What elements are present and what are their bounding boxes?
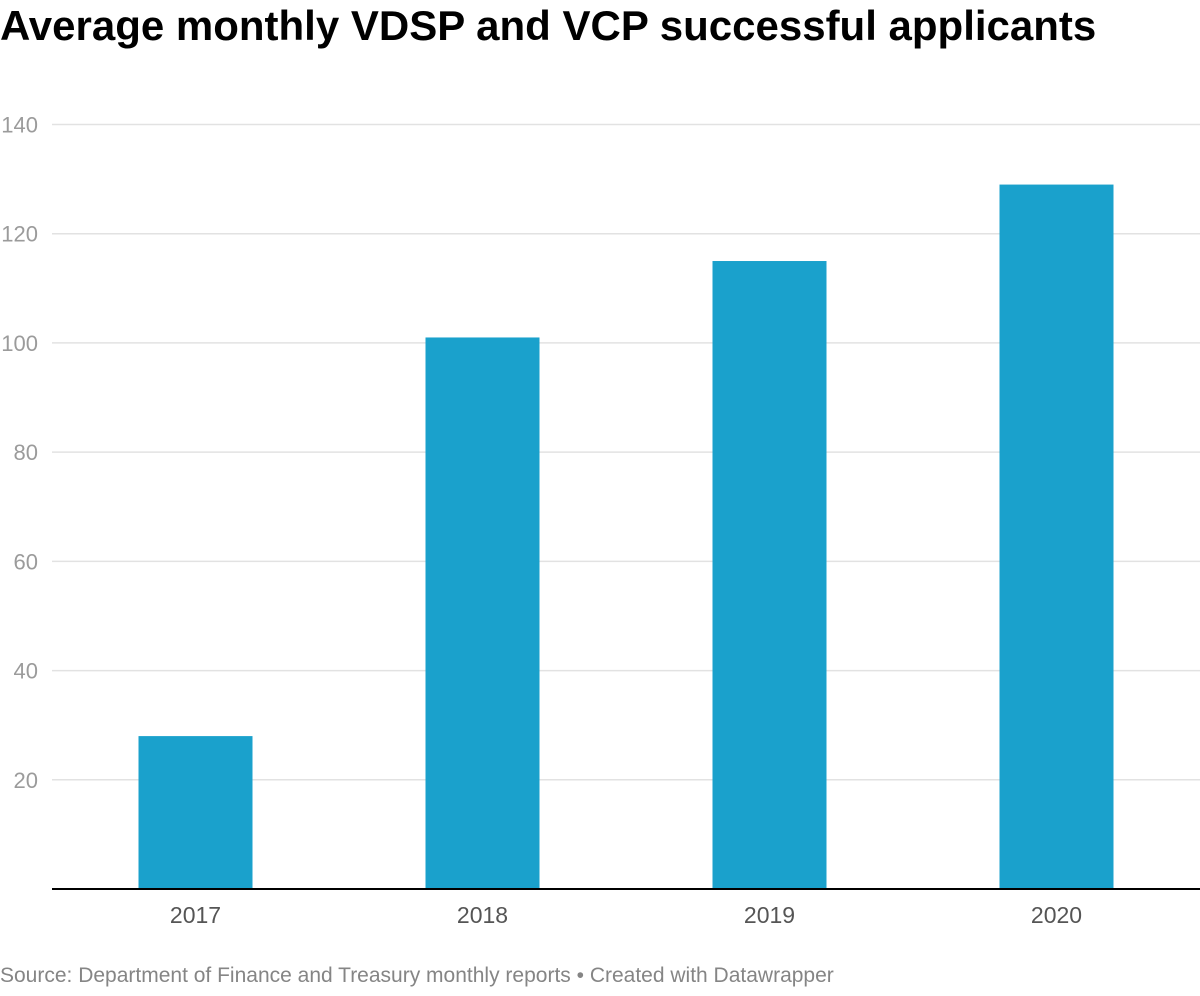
bar-2020: [999, 184, 1114, 889]
y-tick-label-80: 80: [14, 440, 38, 465]
chart-footer: Source: Department of Finance and Treasu…: [0, 964, 834, 988]
chart-title: Average monthly VDSP and VCP successful …: [0, 2, 1097, 49]
y-axis-tick-labels: 20 40 60 80 100 120 140: [1, 113, 38, 793]
source-note: Source: Department of Finance and Treasu…: [0, 964, 571, 987]
x-tick-label-2020: 2020: [1031, 902, 1082, 928]
x-axis-tick-labels: 2017 2018 2019 2020: [170, 902, 1082, 928]
y-tick-label-40: 40: [14, 659, 38, 684]
bar-2019: [712, 261, 827, 890]
credit-note: Created with Datawrapper: [589, 964, 834, 987]
y-tick-label-20: 20: [14, 768, 38, 793]
bar-2018: [425, 337, 540, 889]
footer-separator: •: [576, 964, 584, 987]
x-tick-label-2017: 2017: [170, 902, 221, 928]
y-tick-label-60: 60: [14, 549, 38, 574]
x-tick-label-2019: 2019: [744, 902, 795, 928]
y-tick-label-100: 100: [1, 331, 38, 356]
y-tick-label-120: 120: [1, 222, 38, 247]
bars: [138, 184, 1114, 890]
x-tick-label-2018: 2018: [457, 902, 508, 928]
y-tick-label-140: 140: [1, 113, 38, 138]
bar-2017: [138, 736, 253, 889]
